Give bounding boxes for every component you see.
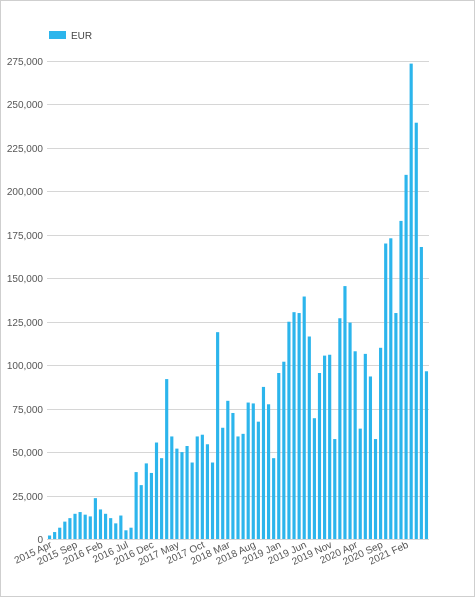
bar[interactable] xyxy=(343,286,347,539)
bar[interactable] xyxy=(195,436,199,539)
bar[interactable] xyxy=(241,433,245,539)
bar[interactable] xyxy=(83,514,87,539)
bar[interactable] xyxy=(323,355,327,539)
y-axis-ticks: 0 25,000 50,000 75,000 100,000 125,000 150,000… xyxy=(7,57,44,546)
legend-label: EUR xyxy=(71,31,92,42)
bar[interactable] xyxy=(78,512,82,539)
bar[interactable] xyxy=(210,462,215,539)
bar[interactable] xyxy=(384,243,388,539)
bar[interactable] xyxy=(185,446,189,539)
bar[interactable] xyxy=(236,436,240,539)
bar[interactable] xyxy=(73,513,77,539)
bar[interactable] xyxy=(404,174,408,539)
bar[interactable] xyxy=(114,523,118,539)
bar[interactable] xyxy=(154,442,159,539)
bar[interactable] xyxy=(328,354,332,539)
y-tick-label: 125,000 xyxy=(7,318,44,329)
bar[interactable] xyxy=(419,246,423,540)
bar[interactable] xyxy=(282,361,286,539)
bar[interactable] xyxy=(231,412,235,539)
y-tick-label: 50,000 xyxy=(12,448,43,459)
gridlines xyxy=(47,61,429,540)
y-tick-label: 75,000 xyxy=(12,405,43,416)
bar[interactable] xyxy=(216,332,220,539)
y-tick-label: 25,000 xyxy=(12,492,43,503)
bar[interactable] xyxy=(226,400,230,539)
legend-swatch xyxy=(49,31,66,39)
bar[interactable] xyxy=(261,386,266,539)
y-tick-label: 100,000 xyxy=(7,361,44,372)
bar[interactable] xyxy=(256,421,260,539)
bar[interactable] xyxy=(399,220,403,539)
bar[interactable] xyxy=(170,436,174,539)
bar[interactable] xyxy=(200,434,204,539)
bar[interactable] xyxy=(297,313,301,539)
bar[interactable] xyxy=(333,439,337,539)
bar[interactable] xyxy=(53,532,57,539)
bar[interactable] xyxy=(58,527,62,539)
bar[interactable] xyxy=(353,351,357,539)
legend[interactable]: EUR xyxy=(49,31,92,42)
bar[interactable] xyxy=(160,458,164,539)
bar[interactable] xyxy=(424,371,429,539)
bar[interactable] xyxy=(292,312,296,539)
bar[interactable] xyxy=(124,530,128,539)
bar[interactable] xyxy=(414,122,418,540)
bar[interactable] xyxy=(180,452,184,539)
bar[interactable] xyxy=(277,373,281,539)
bar[interactable] xyxy=(119,515,123,539)
bar[interactable] xyxy=(317,373,322,539)
bar[interactable] xyxy=(348,322,352,539)
bar[interactable] xyxy=(302,296,306,539)
y-tick-label: 0 xyxy=(37,535,43,546)
bar[interactable] xyxy=(129,527,133,539)
bar[interactable] xyxy=(68,518,72,539)
bar[interactable] xyxy=(358,428,362,539)
y-tick-label: 175,000 xyxy=(7,231,44,242)
bar[interactable] xyxy=(221,427,225,539)
bar[interactable] xyxy=(307,336,311,540)
bar[interactable] xyxy=(338,318,342,539)
bar[interactable] xyxy=(272,458,276,539)
y-tick-label: 150,000 xyxy=(7,274,44,285)
bar[interactable] xyxy=(379,347,383,539)
bar[interactable] xyxy=(389,238,393,540)
bar[interactable] xyxy=(205,444,210,539)
y-tick-label: 200,000 xyxy=(7,187,44,198)
bar[interactable] xyxy=(88,516,92,539)
bar[interactable] xyxy=(368,376,373,539)
bar[interactable] xyxy=(165,379,169,539)
bar[interactable] xyxy=(63,521,67,539)
bar[interactable] xyxy=(373,439,378,539)
bar[interactable] xyxy=(287,321,291,539)
bar[interactable] xyxy=(149,472,153,539)
y-tick-label: 225,000 xyxy=(7,144,44,155)
bar[interactable] xyxy=(47,535,52,539)
bar[interactable] xyxy=(190,462,194,539)
bar[interactable] xyxy=(139,485,143,539)
bar[interactable] xyxy=(103,513,108,539)
bar[interactable] xyxy=(409,63,413,540)
bar[interactable] xyxy=(109,518,113,539)
bar[interactable] xyxy=(134,472,138,539)
bar[interactable] xyxy=(246,402,250,539)
bar[interactable] xyxy=(98,509,103,539)
bar[interactable] xyxy=(363,353,367,539)
bar[interactable] xyxy=(144,463,148,539)
bar[interactable] xyxy=(394,313,398,539)
bar[interactable] xyxy=(312,418,316,539)
bar[interactable] xyxy=(266,404,271,539)
y-tick-label: 275,000 xyxy=(7,57,44,68)
bar-series xyxy=(47,63,429,540)
bar[interactable] xyxy=(93,498,97,539)
bar[interactable] xyxy=(251,403,255,539)
y-tick-label: 250,000 xyxy=(7,100,44,111)
bar[interactable] xyxy=(175,448,179,539)
